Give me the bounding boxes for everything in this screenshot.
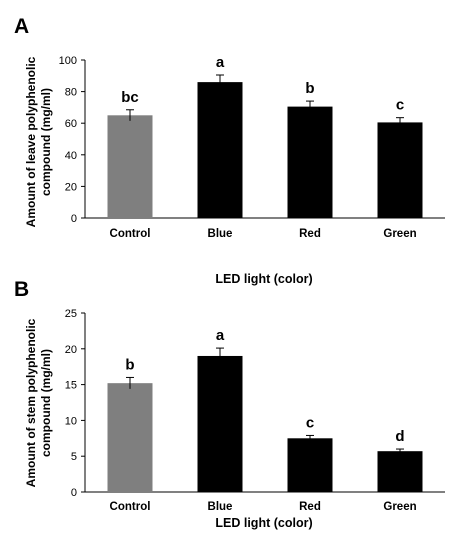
significance-letter-red: c [306, 414, 314, 431]
panel-label-b: B [14, 278, 29, 301]
significance-letter-blue: a [216, 327, 225, 344]
plot-area-b: 0 5 10 15 20 25 b Control a Blue c Red d Green [65, 308, 445, 513]
bar-blue [197, 82, 243, 219]
y-tick-label: 80 [65, 87, 77, 99]
y-axis-label-line-2: compound (mg/ml) [39, 88, 53, 196]
significance-letter-red: b [305, 80, 314, 97]
y-tick-label: 0 [71, 487, 77, 499]
y-tick-label: 60 [65, 118, 77, 130]
y-axis-label-line-2: compound (mg/ml) [39, 349, 53, 457]
x-tick-label-green: Green [383, 228, 416, 240]
bar-red [287, 438, 333, 492]
x-tick-label-green: Green [383, 501, 416, 513]
y-tick-label: 15 [65, 380, 77, 392]
x-tick-label-control: Control [110, 501, 151, 513]
y-tick-label: 40 [65, 150, 77, 162]
y-tick-label: 20 [65, 344, 77, 356]
y-axis-label-a: Amount of leave polyphenolic compound (m… [24, 56, 53, 227]
y-tick-label: 20 [65, 181, 77, 193]
significance-letter-green: d [395, 428, 404, 445]
x-tick-label-blue: Blue [208, 501, 233, 513]
bar-control [107, 383, 153, 492]
panel-b: B Amount of stem polyphenolic compound (… [14, 278, 445, 530]
panel-a: A Amount of leave polyphenolic compound … [14, 15, 445, 286]
y-tick-label: 5 [71, 451, 77, 463]
panel-label-a: A [14, 15, 29, 38]
y-axis-label-line-1: Amount of leave polyphenolic [24, 56, 38, 227]
y-tick-label: 10 [65, 415, 77, 427]
significance-letter-control: b [125, 356, 134, 373]
plot-area-a: 0 20 40 60 80 100 bc Control a Blue b Red c Green [59, 54, 445, 240]
y-tick-label: 0 [71, 213, 77, 225]
bar-control [107, 115, 153, 218]
bar-red [287, 106, 333, 218]
y-axis-label-b: Amount of stem polyphenolic compound (mg… [24, 318, 53, 487]
x-axis-label-b: LED light (color) [215, 516, 312, 530]
significance-letter-green: c [396, 97, 404, 114]
x-tick-label-blue: Blue [208, 228, 233, 240]
significance-letter-control: bc [121, 89, 139, 106]
bar-green [377, 122, 423, 218]
significance-letter-blue: a [216, 54, 225, 71]
bar-green [377, 451, 423, 492]
y-tick-label: 100 [59, 55, 77, 67]
bar-blue [197, 355, 243, 492]
y-tick-label: 25 [65, 308, 77, 320]
y-axis-label-line-1: Amount of stem polyphenolic [24, 318, 38, 487]
x-tick-label-control: Control [110, 228, 151, 240]
x-tick-label-red: Red [299, 501, 321, 513]
x-axis-label-a: LED light (color) [215, 272, 312, 286]
x-tick-label-red: Red [299, 228, 321, 240]
